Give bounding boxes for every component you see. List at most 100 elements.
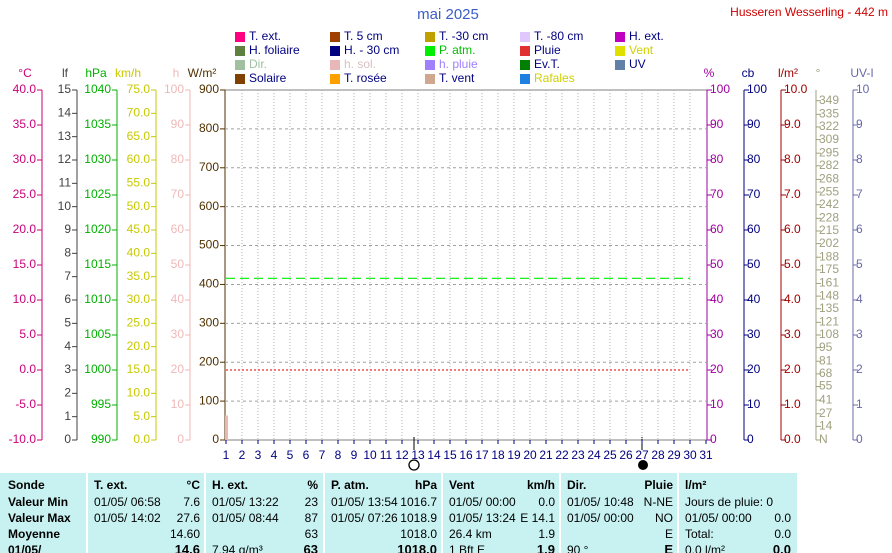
tick-label: 800	[199, 121, 219, 135]
tick-label: 1	[64, 409, 71, 423]
x-tick-label: 15	[443, 448, 457, 462]
tick-label: 65.0	[127, 129, 151, 143]
table-cell: 01/05/ 00:00	[685, 511, 752, 525]
axis-title: km/h	[115, 66, 141, 80]
table-value: NO	[655, 511, 673, 525]
row-label: Moyenne	[8, 527, 61, 541]
tick-label: 35.0	[13, 117, 37, 131]
tick-label: 11	[59, 176, 72, 190]
legend-label: P. atm.	[439, 43, 475, 57]
tick-label: 75.0	[127, 82, 151, 96]
table-value: 7.6	[183, 495, 200, 509]
tick-label: 10	[710, 397, 724, 411]
axis-title: lf	[62, 66, 69, 80]
tick-label: 0	[64, 432, 71, 446]
x-tick-label: 16	[459, 448, 473, 462]
table-cell: 01/05/ 00:00	[449, 495, 516, 509]
tick-label: 700	[199, 160, 219, 174]
tick-label: 255	[819, 184, 839, 198]
tick-label: 30	[710, 327, 724, 341]
table-cell: 01/05/ 06:58	[94, 495, 161, 509]
table-value: 0.0	[774, 527, 791, 541]
legend-swatch	[235, 60, 245, 70]
tick-label: 0	[212, 432, 219, 446]
tick-label: 161	[819, 276, 839, 290]
axis-title: °	[816, 66, 821, 80]
tick-label: 20	[710, 362, 724, 376]
tick-label: 10.0	[13, 292, 37, 306]
tick-label: 30	[747, 327, 761, 341]
tick-label: 2	[64, 386, 71, 400]
legend-label: UV	[629, 57, 646, 71]
tick-label: 55	[819, 379, 833, 393]
row-label: Valeur Max	[8, 511, 71, 525]
stats-table: Sonde T. ext. °C H. ext.% P. atm. hPa Vent km/h…	[0, 473, 797, 553]
tick-label: 228	[819, 211, 839, 225]
x-tick-label: 31	[699, 448, 713, 462]
table-cell: 01/05/ 08:44	[212, 511, 279, 525]
legend-label: T. ext.	[249, 29, 281, 43]
table-value: 0.0	[774, 511, 791, 525]
tick-label: 30.0	[13, 152, 37, 166]
tick-label: 30.0	[127, 292, 151, 306]
axis-title: °C	[18, 66, 32, 80]
tick-label: 41	[819, 392, 833, 406]
table-cell: Total:	[685, 527, 714, 541]
tick-label: 80	[171, 152, 185, 166]
column-separator	[441, 473, 443, 553]
row-label: Valeur Min	[8, 495, 69, 509]
table-cell: 01/05/ 13:22	[212, 495, 279, 509]
tick-label: 5.0	[133, 409, 150, 423]
x-tick-label: 2	[239, 448, 246, 462]
legend-label: T. 5 cm	[344, 29, 383, 43]
tick-label: 20.0	[127, 339, 151, 353]
tick-label: 1035	[84, 117, 111, 131]
tick-label: N	[819, 432, 828, 446]
legend-swatch	[520, 32, 530, 42]
tick-label: 1025	[84, 187, 111, 201]
axis-title: cb	[742, 66, 755, 80]
tick-label: 148	[819, 288, 839, 302]
tick-label: 20.0	[13, 222, 37, 236]
legend-swatch	[615, 46, 625, 56]
table-value: N-NE	[643, 495, 673, 509]
legend-label: Pluie	[534, 43, 561, 57]
tick-label: 60.0	[127, 152, 151, 166]
header-cell: T. ext.	[94, 478, 128, 492]
x-tick-label: 7	[319, 448, 326, 462]
tick-label: 268	[819, 172, 839, 186]
tick-label: 90	[171, 117, 185, 131]
tick-label: 70	[171, 187, 185, 201]
tick-label: 60	[171, 222, 185, 236]
table-cell: 01/05/ 10:48	[567, 495, 634, 509]
table-value: 1018.0	[397, 542, 437, 553]
full-moon	[408, 459, 420, 471]
legend-label: Vent	[629, 43, 654, 57]
tick-label: 10	[856, 82, 870, 96]
legend-label: H. foliaire	[249, 43, 300, 57]
tick-label: 282	[819, 158, 839, 172]
legend-swatch	[425, 46, 435, 56]
tick-label: 50	[747, 257, 761, 271]
tick-label: -10.0	[9, 432, 37, 446]
x-tick-label: 4	[271, 448, 278, 462]
tick-label: 108	[819, 327, 839, 341]
tick-label: 9	[64, 222, 71, 236]
tick-label: 1020	[84, 222, 111, 236]
tick-label: 990	[91, 432, 111, 446]
x-tick-label: 12	[395, 448, 409, 462]
tick-label: 9	[856, 117, 863, 131]
tick-label: 322	[819, 119, 839, 133]
x-tick-label: 17	[475, 448, 489, 462]
table-value: 1.9	[536, 542, 555, 553]
legend-swatch	[425, 60, 435, 70]
table-value: E	[664, 527, 673, 541]
tick-label: 6.0	[784, 222, 801, 236]
table-value: 0.0	[538, 495, 555, 509]
tick-label: 202	[819, 236, 839, 250]
legend-label: Rafales	[534, 71, 575, 85]
tick-label: 20	[747, 362, 761, 376]
axis-title: %	[704, 66, 715, 80]
table-value: 1.9	[538, 527, 555, 541]
